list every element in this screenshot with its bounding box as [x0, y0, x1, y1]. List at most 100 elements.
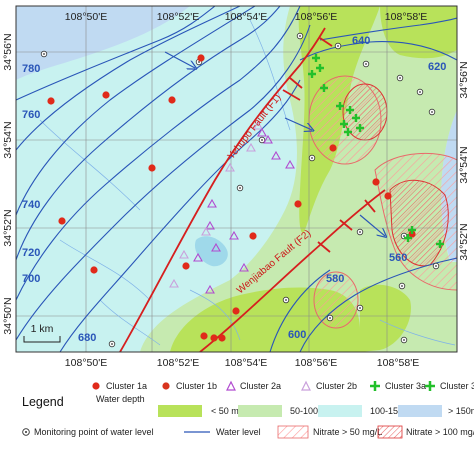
- lon-tick-top: 108°52'E: [157, 11, 199, 23]
- nitrate-50-label: Nitrate > 50 mg/L: [313, 427, 382, 437]
- monitoring-point-dot: [25, 431, 27, 433]
- cluster-3-sample: [352, 114, 360, 122]
- monitoring-point-center: [299, 35, 301, 37]
- contour-label-760: 760: [22, 109, 40, 121]
- depth-label-50-100: 50-100 m: [290, 406, 328, 416]
- lon-tick-bottom: 108°56'E: [295, 357, 337, 369]
- cluster-1-sample: [218, 334, 226, 342]
- monitoring-point-center: [311, 157, 313, 159]
- cluster-1-sample: [148, 164, 156, 172]
- lat-tick-labels: 34°56'N 34°54'N 34°52'N 34°50'N 34°56'N …: [2, 33, 470, 334]
- cluster-1-sample: [90, 266, 98, 274]
- monitoring-point-center: [43, 53, 45, 55]
- monitoring-point-center: [399, 77, 401, 79]
- map-frame: [15, 5, 458, 353]
- monitoring-point-center: [403, 339, 405, 341]
- depth-swatch-50-100: [238, 405, 282, 417]
- cluster-1b-label: Cluster 1b: [176, 381, 217, 391]
- cluster-1-sample: [384, 192, 392, 200]
- contour-label-640: 640: [352, 35, 370, 47]
- legend-cluster-3b: Cluster 3b: [425, 381, 474, 391]
- monitoring-label: Monitoring point of water level: [34, 427, 154, 437]
- cluster-1-sample: [372, 178, 380, 186]
- lat-tick-right: 34°54'N: [458, 146, 470, 183]
- monitoring-point-center: [403, 235, 405, 237]
- cluster-3-sample: [316, 64, 324, 72]
- cluster-2-sample: [193, 252, 203, 262]
- cluster-2a-symbol: [226, 380, 236, 391]
- depth-zone-under-50-south: [170, 287, 360, 352]
- monitoring-point-center: [431, 111, 433, 113]
- contour-label-560: 560: [389, 252, 407, 264]
- cluster-3a-label: Cluster 3a: [385, 381, 426, 391]
- faults: [119, 27, 386, 352]
- cluster-2-sample: [239, 262, 249, 272]
- monitoring-point-center: [435, 265, 437, 267]
- lat-tick-left: 34°54'N: [2, 121, 14, 158]
- nitrate-100-swatch: [377, 425, 403, 439]
- legend-cluster-1b: Cluster 1b: [162, 381, 217, 391]
- water-level-contours: [16, 6, 457, 352]
- cluster-2-sample: [253, 120, 263, 130]
- cluster-1-sample: [197, 54, 205, 62]
- streams: [39, 19, 456, 346]
- cluster-2-sample: [229, 230, 239, 240]
- monitoring-point-center: [401, 285, 403, 287]
- cluster-3-sample: [320, 84, 328, 92]
- monitoring-point-center: [239, 187, 241, 189]
- water-depth-title: Water depth: [96, 394, 145, 404]
- depth-swatch-under-50: [158, 405, 202, 417]
- depth-swatch-100-150: [318, 405, 362, 417]
- contour-label-580: 580: [326, 273, 344, 285]
- monitoring-point-center: [198, 61, 200, 63]
- cluster-2-sample: [271, 150, 281, 160]
- lon-tick-labels: 108°50'E 108°52'E 108°54'E 108°56'E 108°…: [65, 11, 427, 369]
- legend-cluster-2a: Cluster 2a: [226, 380, 281, 391]
- legend-cluster-1a: Cluster 1a: [92, 381, 147, 391]
- contour-label-740: 740: [22, 199, 40, 211]
- cluster-3a-symbol: [370, 381, 380, 391]
- monitoring-point-center: [337, 45, 339, 47]
- cluster-3-sample: [344, 128, 352, 136]
- depth-label-100-150: 100-150 m: [370, 406, 413, 416]
- cluster-3-sample: [356, 124, 364, 132]
- contour-labels: 780 760 740 720 700 680 640 620 600 580 …: [22, 35, 446, 344]
- lon-tick-top: 108°54'E: [225, 11, 267, 23]
- nitrate-100-label: Nitrate > 100 mg/L: [406, 427, 474, 437]
- lon-tick-bottom: 108°50'E: [65, 357, 107, 369]
- cluster-1-sample: [47, 97, 55, 105]
- lon-tick-top: 108°58'E: [385, 11, 427, 23]
- cluster-2-sample: [207, 198, 217, 208]
- cluster-3-sample: [346, 106, 354, 114]
- cluster-2b-symbol: [301, 380, 311, 391]
- monitoring-point-center: [329, 317, 331, 319]
- monitoring-point-center: [419, 91, 421, 93]
- cluster-1a-label: Cluster 1a: [106, 381, 147, 391]
- legend-cluster-2b: Cluster 2b: [301, 380, 357, 391]
- cluster-2-sample: [201, 226, 211, 236]
- monitoring-point-center: [365, 63, 367, 65]
- cluster-2-sample: [205, 220, 215, 230]
- lat-tick-right: 34°56'N: [458, 61, 470, 98]
- cluster-3-sample: [404, 234, 412, 242]
- cluster-1-sample: [102, 91, 110, 99]
- cluster-3-sample: [308, 70, 316, 78]
- contour-label-780: 780: [22, 63, 40, 75]
- lon-tick-bottom: 108°58'E: [377, 357, 419, 369]
- contour-label-700: 700: [22, 273, 40, 285]
- cluster-1-sample: [329, 144, 337, 152]
- depth-zone-under-50-se: [360, 284, 411, 352]
- lat-tick-left: 34°56'N: [2, 33, 14, 70]
- nitrate-50-zone-south: [313, 271, 359, 329]
- monitoring-point-center: [285, 299, 287, 301]
- monitoring-point-center: [261, 139, 263, 141]
- cluster-2-sample: [205, 284, 215, 294]
- cluster-2-sample: [263, 134, 273, 144]
- cluster-2-sample: [169, 278, 179, 288]
- cluster-3-sample: [436, 240, 444, 248]
- nitrate-50-swatch: [277, 425, 309, 439]
- cluster-2-sample: [246, 142, 256, 152]
- depth-label-under-50: < 50 m: [211, 406, 239, 416]
- cluster-2-sample: [257, 127, 267, 137]
